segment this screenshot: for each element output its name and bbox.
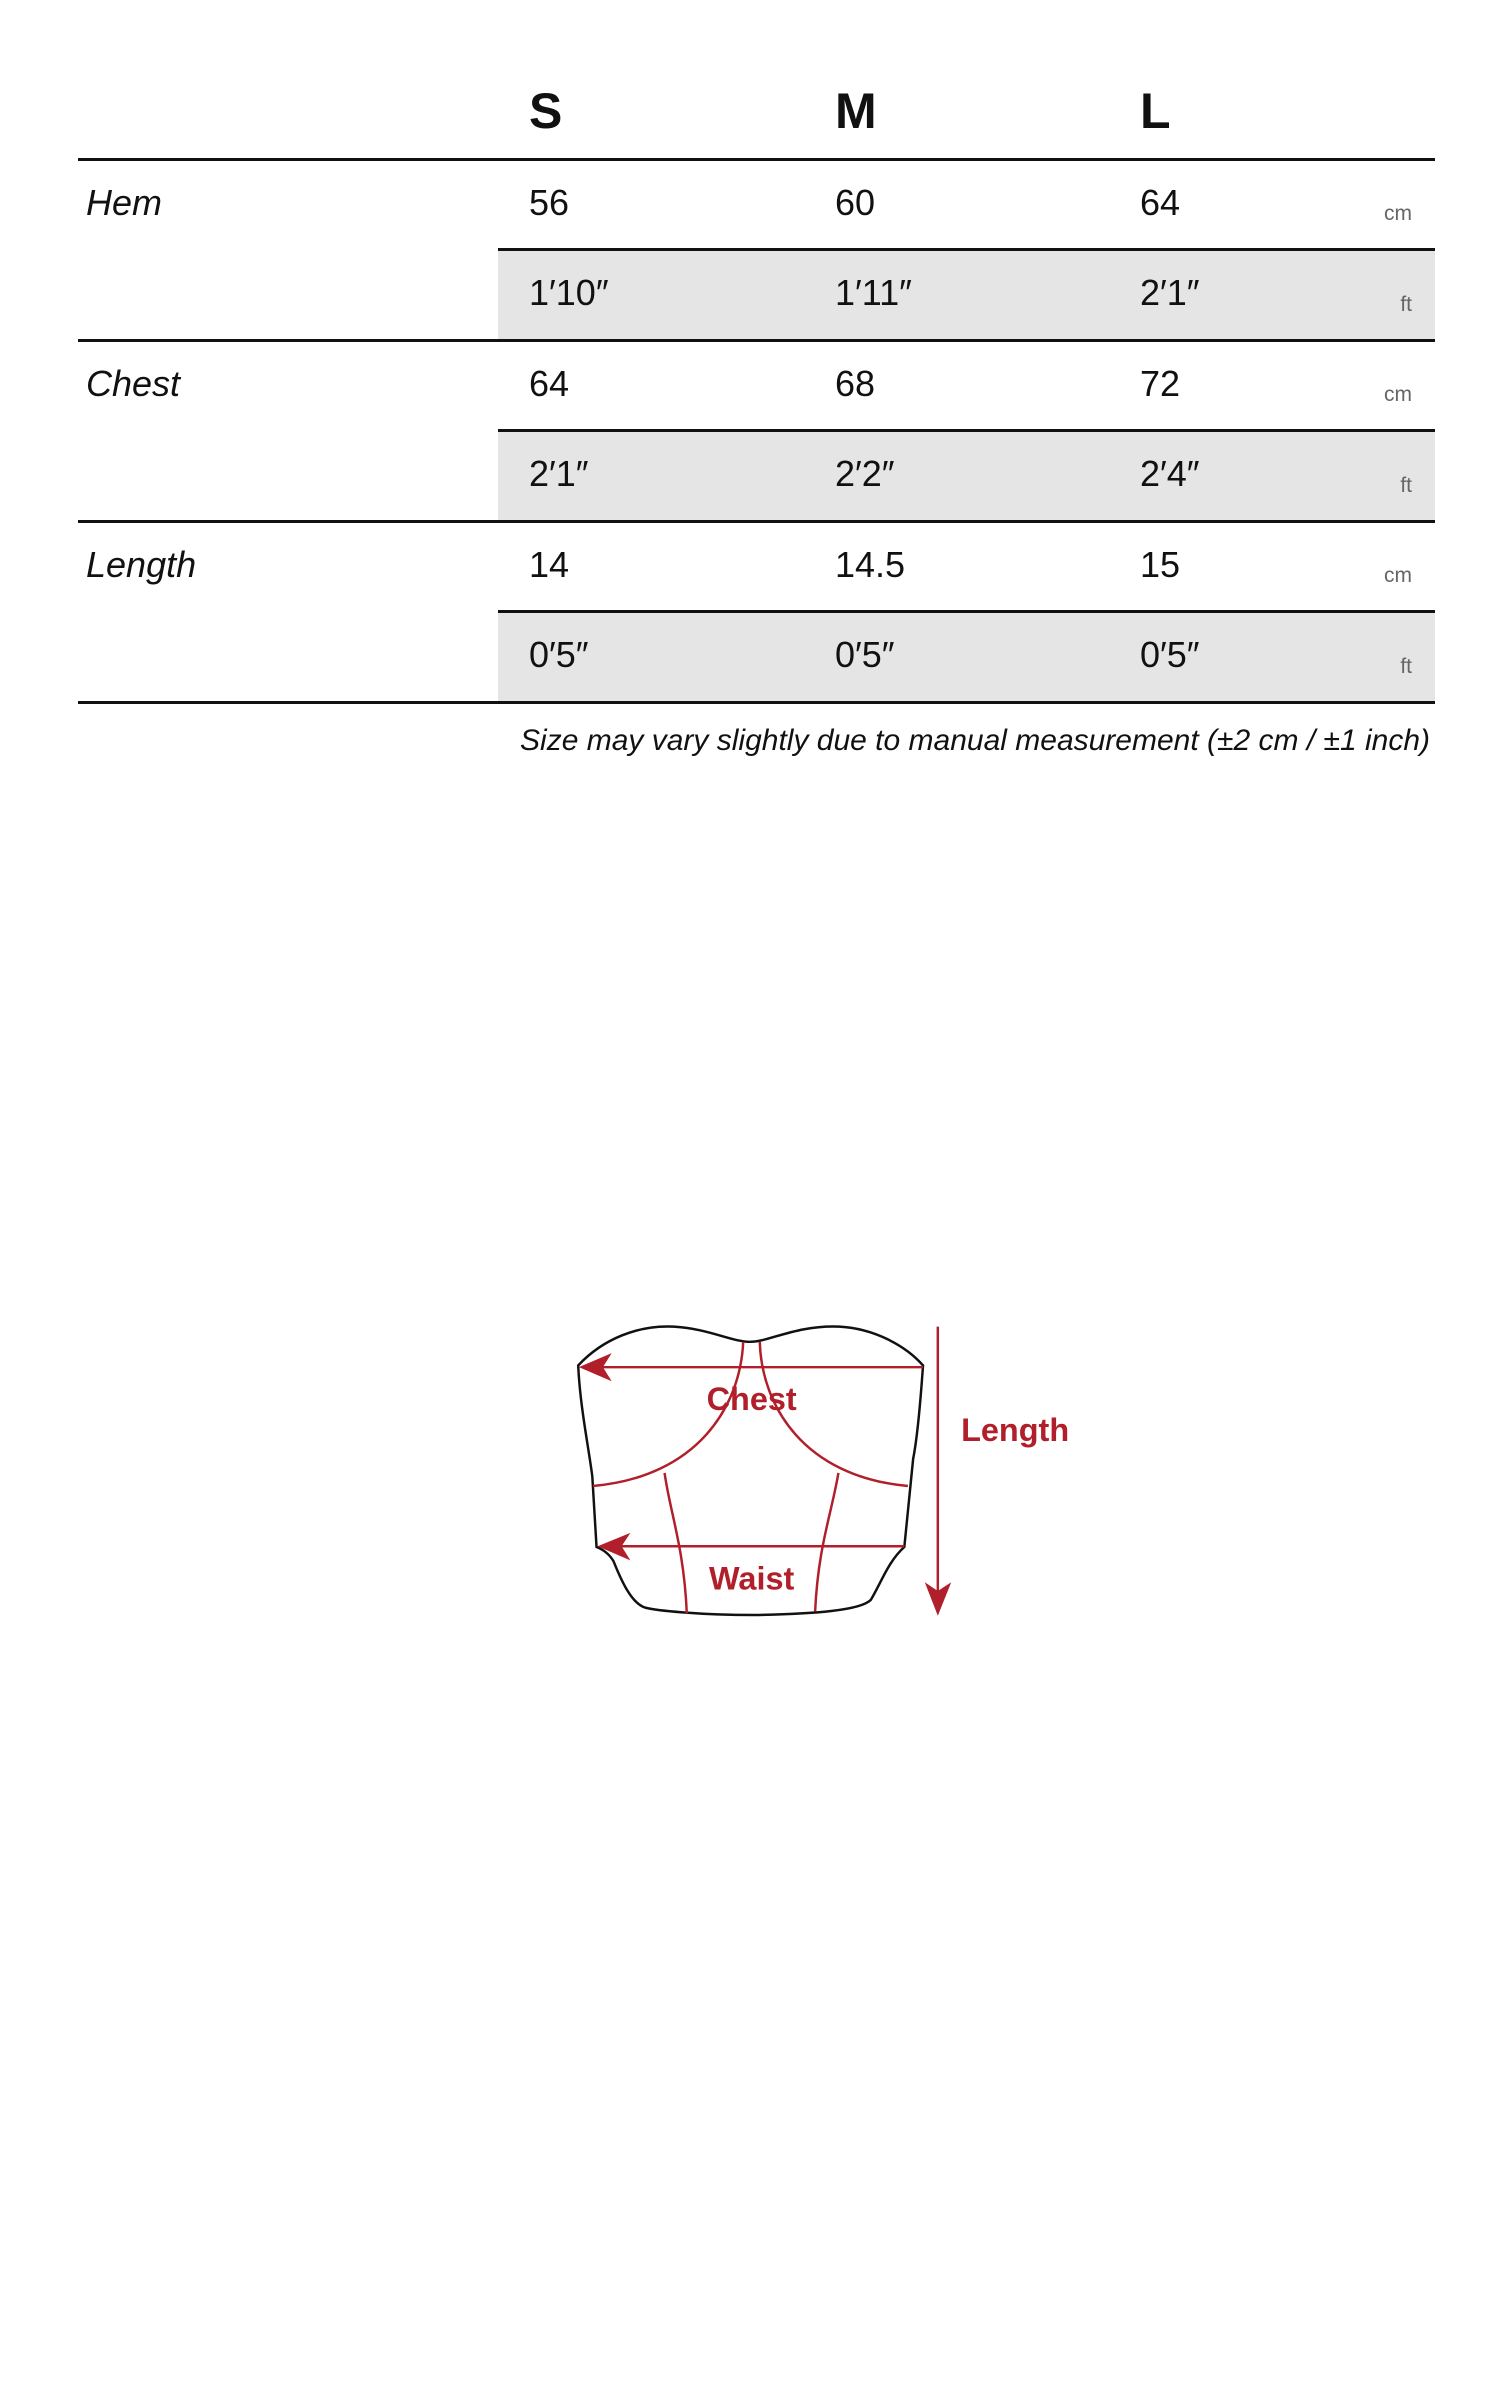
unit-cm: cm (1384, 564, 1412, 587)
cell-hem-s-cm: 56 (529, 182, 570, 223)
garment-diagram: Chest Waist Length (576, 1325, 1069, 1617)
unit-ft: ft (1400, 655, 1412, 678)
cell-hem-m-ft: 1′11″ (835, 272, 912, 313)
unit-ft: ft (1400, 293, 1412, 316)
row-label-length: Length (86, 544, 197, 585)
measurement-note: Size may vary slightly due to manual mea… (520, 724, 1430, 757)
diagram-label-waist: Waist (709, 1560, 794, 1596)
seam-left-panel (663, 1472, 689, 1614)
divider (78, 158, 1435, 161)
cell-chest-s-cm: 64 (529, 363, 570, 404)
ft-row-bg (498, 612, 1435, 703)
size-header-l: L (1140, 83, 1171, 139)
chest-arrowhead-icon (578, 1353, 612, 1382)
divider (498, 429, 1435, 432)
cell-chest-s-ft: 2′1″ (529, 453, 589, 494)
cell-length-m-ft: 0′5″ (835, 634, 895, 675)
cell-chest-l-ft: 2′4″ (1140, 453, 1200, 494)
divider (498, 610, 1435, 613)
seam-right-panel (813, 1472, 840, 1612)
cell-length-l-ft: 0′5″ (1140, 634, 1200, 675)
cell-chest-m-cm: 68 (835, 363, 876, 404)
waist-arrowhead-icon (597, 1532, 631, 1561)
cell-length-l-cm: 15 (1140, 544, 1181, 585)
row-label-chest: Chest (86, 363, 181, 404)
ft-row-bg (498, 431, 1435, 521)
cell-hem-m-cm: 60 (835, 182, 876, 223)
diagram-label-length: Length (961, 1412, 1069, 1448)
unit-cm: cm (1384, 383, 1412, 406)
cell-chest-m-ft: 2′2″ (835, 453, 895, 494)
cell-chest-l-cm: 72 (1140, 363, 1181, 404)
divider (78, 701, 1435, 704)
length-arrowhead-icon (924, 1582, 952, 1616)
divider (78, 520, 1435, 523)
cell-hem-l-cm: 64 (1140, 182, 1181, 223)
cell-length-s-ft: 0′5″ (529, 634, 589, 675)
size-header-m: M (835, 83, 877, 139)
unit-cm: cm (1384, 202, 1412, 225)
cell-hem-s-ft: 1′10″ (529, 272, 609, 313)
size-header-s: S (529, 83, 563, 139)
divider (498, 248, 1435, 251)
unit-ft: ft (1400, 474, 1412, 497)
row-label-hem: Hem (86, 182, 163, 223)
ft-row-bg (498, 250, 1435, 340)
cell-length-s-cm: 14 (529, 544, 570, 585)
divider (78, 339, 1435, 342)
cell-hem-l-ft: 2′1″ (1140, 272, 1200, 313)
cell-length-m-cm: 14.5 (835, 544, 906, 585)
garment-outline (576, 1325, 925, 1617)
diagram-label-chest: Chest (707, 1381, 797, 1417)
